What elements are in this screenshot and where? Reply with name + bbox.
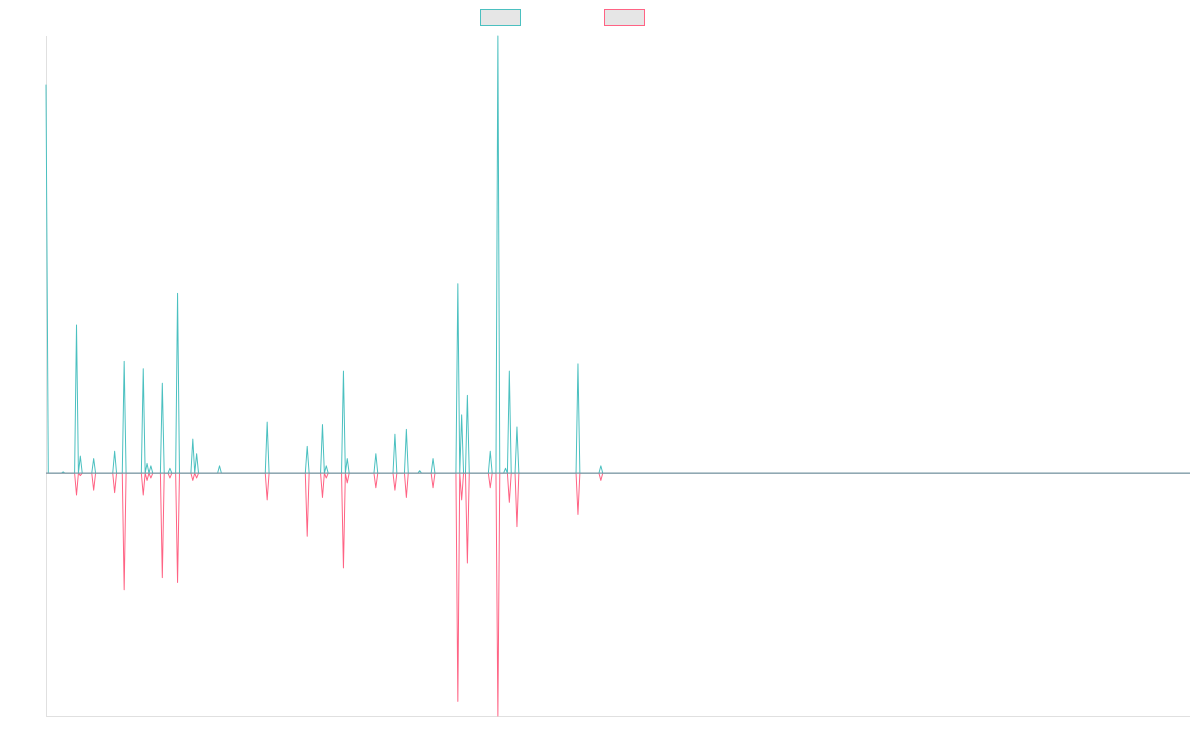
series-layer <box>45 35 1190 717</box>
legend <box>480 9 645 26</box>
legend-swatch-pink[interactable] <box>604 9 645 26</box>
series-line-teal <box>45 35 1190 474</box>
legend-swatch-teal[interactable] <box>480 9 521 26</box>
axes <box>46 36 1190 717</box>
series-line-pink <box>46 472 1190 717</box>
